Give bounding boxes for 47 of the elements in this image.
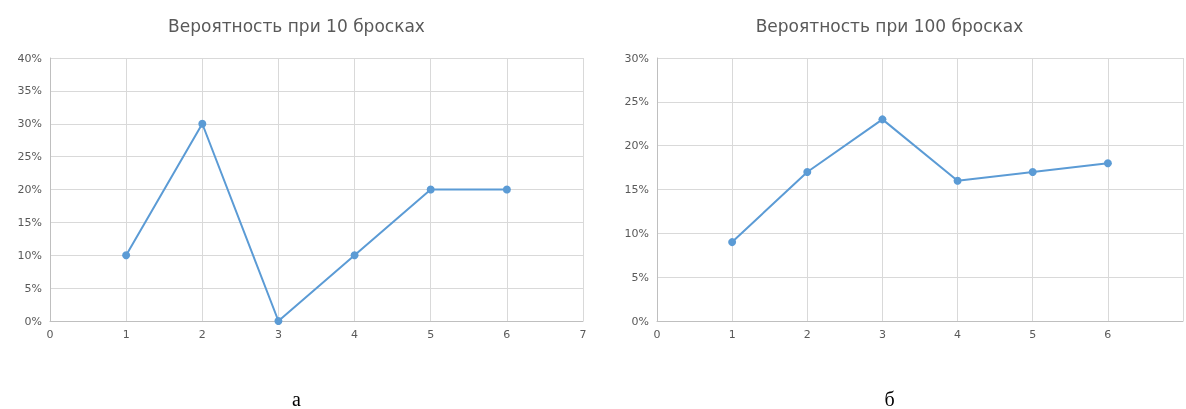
- text: б: [884, 388, 895, 409]
- y-tick-label: 30%: [624, 51, 649, 65]
- point: [878, 115, 887, 124]
- point: [953, 176, 962, 185]
- x-tick-label: 5: [427, 328, 435, 341]
- y-tick-label: 35%: [17, 84, 42, 98]
- y-tick-label: 15%: [17, 215, 42, 229]
- x-tick-label: 1: [122, 328, 130, 341]
- x-tick-label: 3: [274, 328, 282, 341]
- point: [803, 167, 812, 176]
- point: [198, 119, 207, 128]
- x-tick-label: 2: [803, 328, 811, 341]
- point: [122, 251, 131, 260]
- x-tick-label: 4: [351, 328, 359, 341]
- x-tick-label: 4: [954, 328, 962, 341]
- x-tick-label: 6: [503, 328, 511, 341]
- x-tick-label: 3: [878, 328, 886, 341]
- point: [1028, 167, 1037, 176]
- x-tick-label: 1: [728, 328, 736, 341]
- x-tick-label: 0: [46, 328, 54, 341]
- x-tick-label: 5: [1029, 328, 1037, 341]
- y-tick-label: 10%: [17, 248, 42, 262]
- y-tick-label: 10%: [624, 226, 649, 240]
- x-tick-label: 2: [198, 328, 206, 341]
- point: [502, 185, 511, 194]
- point: [728, 238, 737, 247]
- y-tick-label: 25%: [624, 95, 649, 109]
- point: [1103, 159, 1112, 168]
- y-tick-label: 5%: [24, 281, 42, 295]
- x-tick-label: 6: [1104, 328, 1112, 341]
- x-tick-label: 0: [653, 328, 661, 341]
- y-tick-label: 30%: [17, 117, 42, 131]
- x-tick-label: 7: [579, 328, 587, 341]
- point: [274, 317, 283, 325]
- text: а: [292, 388, 302, 409]
- y-tick-label: 20%: [17, 183, 42, 196]
- point: [350, 251, 359, 260]
- y-tick-label: 25%: [17, 150, 42, 164]
- y-tick-label: 20%: [624, 139, 649, 153]
- chart-title: Вероятность при 100 бросках: [755, 15, 1024, 36]
- y-tick-label: 40%: [17, 51, 42, 65]
- y-tick-label: 15%: [624, 183, 649, 196]
- y-tick-label: 5%: [631, 270, 649, 284]
- point: [426, 185, 435, 194]
- chart-title: Вероятность при 10 бросках: [168, 15, 425, 36]
- y-tick-label: 0%: [24, 314, 42, 328]
- y-tick-label: 0%: [631, 314, 649, 328]
